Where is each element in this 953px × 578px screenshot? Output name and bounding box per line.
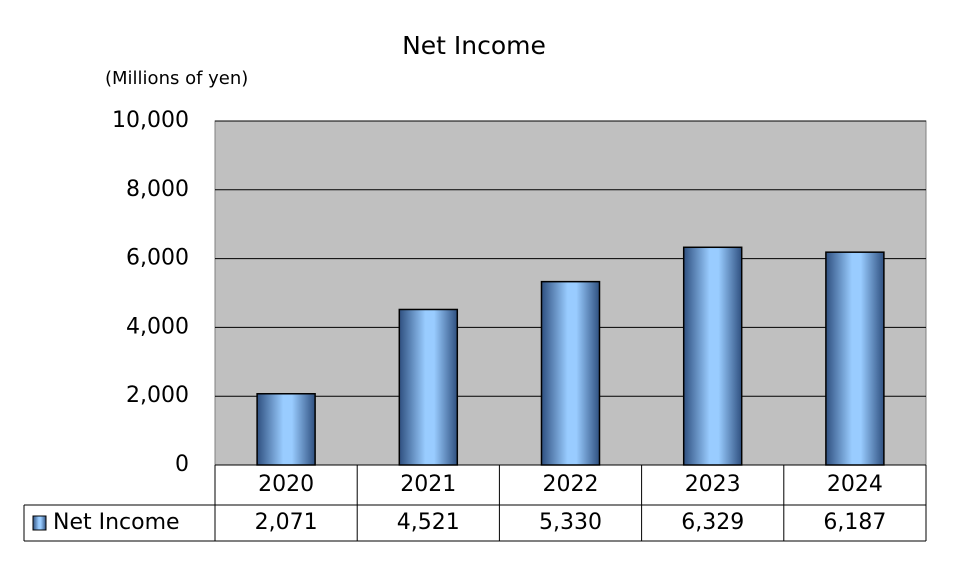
y-tick-label: 0	[175, 452, 189, 477]
bar	[682, 246, 743, 466]
table-value: 6,329	[681, 510, 744, 535]
table-value: 4,521	[397, 510, 460, 535]
bar	[540, 280, 601, 466]
x-tick-label: 2021	[400, 472, 456, 497]
y-tick-label: 4,000	[126, 314, 189, 339]
x-tick-label: 2023	[685, 472, 741, 497]
bar	[825, 251, 885, 466]
table-value: 2,071	[255, 510, 318, 535]
legend-swatch	[32, 515, 47, 531]
x-tick-label: 2022	[543, 472, 599, 497]
bar	[398, 308, 459, 466]
y-tick-label: 10,000	[112, 108, 189, 133]
x-tick-label: 2024	[827, 472, 883, 497]
bar	[256, 393, 316, 466]
y-tick-label: 8,000	[126, 177, 189, 202]
y-tick-label: 6,000	[126, 246, 189, 271]
legend-label: Net Income	[53, 510, 180, 535]
table-value: 6,187	[823, 510, 886, 535]
y-tick-label: 2,000	[126, 383, 189, 408]
chart-title: Net Income	[402, 31, 546, 60]
x-tick-label: 2020	[258, 472, 314, 497]
table-value: 5,330	[539, 510, 602, 535]
y-axis-label: (Millions of yen)	[105, 68, 248, 89]
